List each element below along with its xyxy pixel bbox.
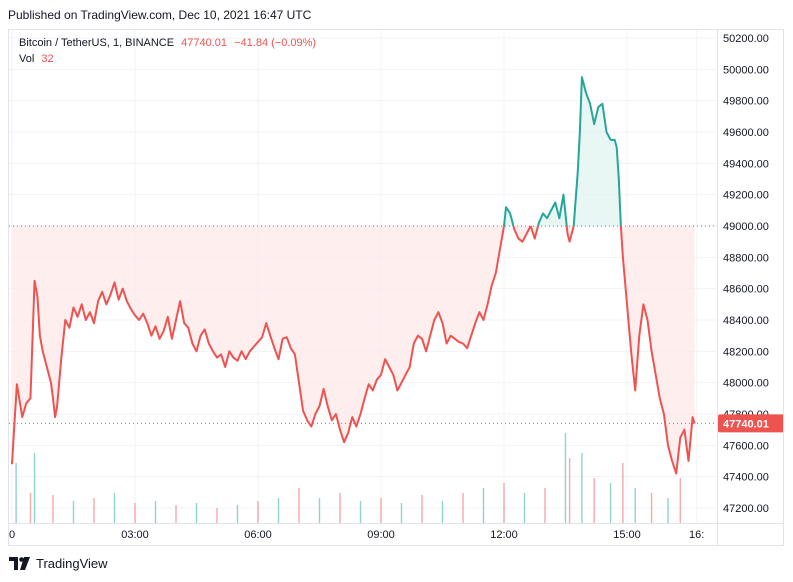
volume-bar xyxy=(462,493,464,523)
volume-bar xyxy=(622,463,624,523)
x-tick-label: 03:00 xyxy=(121,529,149,541)
volume-bar xyxy=(15,463,17,523)
symbol-label[interactable]: Bitcoin / TetherUS, 1, BINANCE xyxy=(19,37,175,49)
y-tick-label: 48200.00 xyxy=(723,346,769,358)
y-tick-label: 47400.00 xyxy=(723,472,769,484)
volume-bar xyxy=(482,488,485,523)
price-line-below xyxy=(565,225,575,243)
chart-pane[interactable]: Bitcoin / TetherUS, 1, BINANCE 47740.01 … xyxy=(8,29,784,546)
volume-value: 32 xyxy=(41,53,54,65)
y-tick-label: 48000.00 xyxy=(723,378,769,390)
x-tick-label: 16: xyxy=(689,529,704,541)
volume-bar xyxy=(359,501,362,523)
volume-bar xyxy=(236,505,239,523)
volume-bar xyxy=(421,495,423,523)
volume-bar xyxy=(113,493,116,523)
y-tick-label: 50000.00 xyxy=(723,64,769,76)
volume-bar xyxy=(503,483,505,523)
x-tick-label: 06:00 xyxy=(244,529,272,541)
x-tick-label: 09:00 xyxy=(367,529,395,541)
price-line-above xyxy=(503,206,515,227)
volume-bar xyxy=(568,458,571,523)
volume-bar xyxy=(216,508,218,523)
y-tick-label: 49800.00 xyxy=(723,96,769,108)
volume-bar xyxy=(441,501,444,523)
last-price-tag-label: 47740.01 xyxy=(723,418,769,430)
y-tick-label: 49000.00 xyxy=(723,221,769,233)
volume-bar xyxy=(257,501,259,523)
symbol-line: Bitcoin / TetherUS, 1, BINANCE 47740.01 … xyxy=(19,35,316,51)
y-tick-label: 48800.00 xyxy=(723,252,769,264)
tradingview-logo-icon xyxy=(9,557,30,570)
volume-bar xyxy=(667,498,669,523)
volume-bar xyxy=(195,503,198,523)
price-change: −41.84 (−0.09%) xyxy=(234,37,317,49)
area-fill-below xyxy=(12,226,504,465)
price-line-below xyxy=(512,225,532,243)
price-line-below xyxy=(529,225,539,240)
area-fill-below xyxy=(513,226,531,242)
volume-bar xyxy=(544,488,546,523)
volume-bar xyxy=(277,498,280,523)
volume-bar xyxy=(29,493,32,523)
y-tick-label: 50200.00 xyxy=(723,33,769,45)
volume-bar xyxy=(380,498,382,523)
x-tick-label: 15:00 xyxy=(613,529,641,541)
y-tick-label: 49200.00 xyxy=(723,190,769,202)
volume-bar xyxy=(564,433,567,523)
brand-name: TradingView xyxy=(36,556,108,571)
volume-bar xyxy=(318,498,321,523)
published-header: Published on TradingView.com, Dec 10, 20… xyxy=(8,8,312,22)
volume-bar xyxy=(609,483,612,523)
volume-label[interactable]: Vol xyxy=(19,53,35,65)
price-line-above xyxy=(537,193,568,227)
chart-legend: Bitcoin / TetherUS, 1, BINANCE 47740.01 … xyxy=(19,35,316,67)
volume-bar xyxy=(523,493,526,523)
volume-bar xyxy=(52,495,54,523)
price-chart[interactable]: 50200.00 50000.00 49800.00 49600.00 49400.00… xyxy=(9,30,784,546)
volume-bar xyxy=(72,501,75,523)
volume-bar xyxy=(134,503,136,523)
volume-bar xyxy=(634,488,636,523)
y-tick-label: 47600.00 xyxy=(723,440,769,452)
volume-bar xyxy=(298,488,300,523)
y-tick-label: 47200.00 xyxy=(723,503,769,515)
volume-bar xyxy=(400,503,403,523)
volume-bar xyxy=(679,478,681,523)
price-line-below xyxy=(619,225,696,475)
area-fill-above xyxy=(573,77,621,226)
tradingview-brand[interactable]: TradingView xyxy=(9,556,108,571)
y-tick-label: 48600.00 xyxy=(723,284,769,296)
x-tick-label: 0 xyxy=(9,529,15,541)
y-tick-label: 49600.00 xyxy=(723,127,769,139)
y-tick-label: 48400.00 xyxy=(723,315,769,327)
volume-bar xyxy=(650,493,653,523)
volume-bar xyxy=(339,493,341,523)
volume-bar xyxy=(593,478,595,523)
volume-bar xyxy=(175,505,177,523)
last-price-tag xyxy=(718,414,783,433)
price-line-below xyxy=(11,225,505,465)
price-value: 47740.01 xyxy=(181,37,228,49)
area-fill-below xyxy=(620,226,695,474)
volume-line: Vol 32 xyxy=(19,51,316,67)
y-tick-label: 49400.00 xyxy=(723,158,769,170)
price-line-above xyxy=(572,76,622,227)
volume-bar xyxy=(93,498,95,523)
x-tick-label: 12:00 xyxy=(490,529,518,541)
volume-bar xyxy=(581,453,583,523)
volume-bar xyxy=(154,501,157,523)
volume-bar xyxy=(33,453,36,523)
